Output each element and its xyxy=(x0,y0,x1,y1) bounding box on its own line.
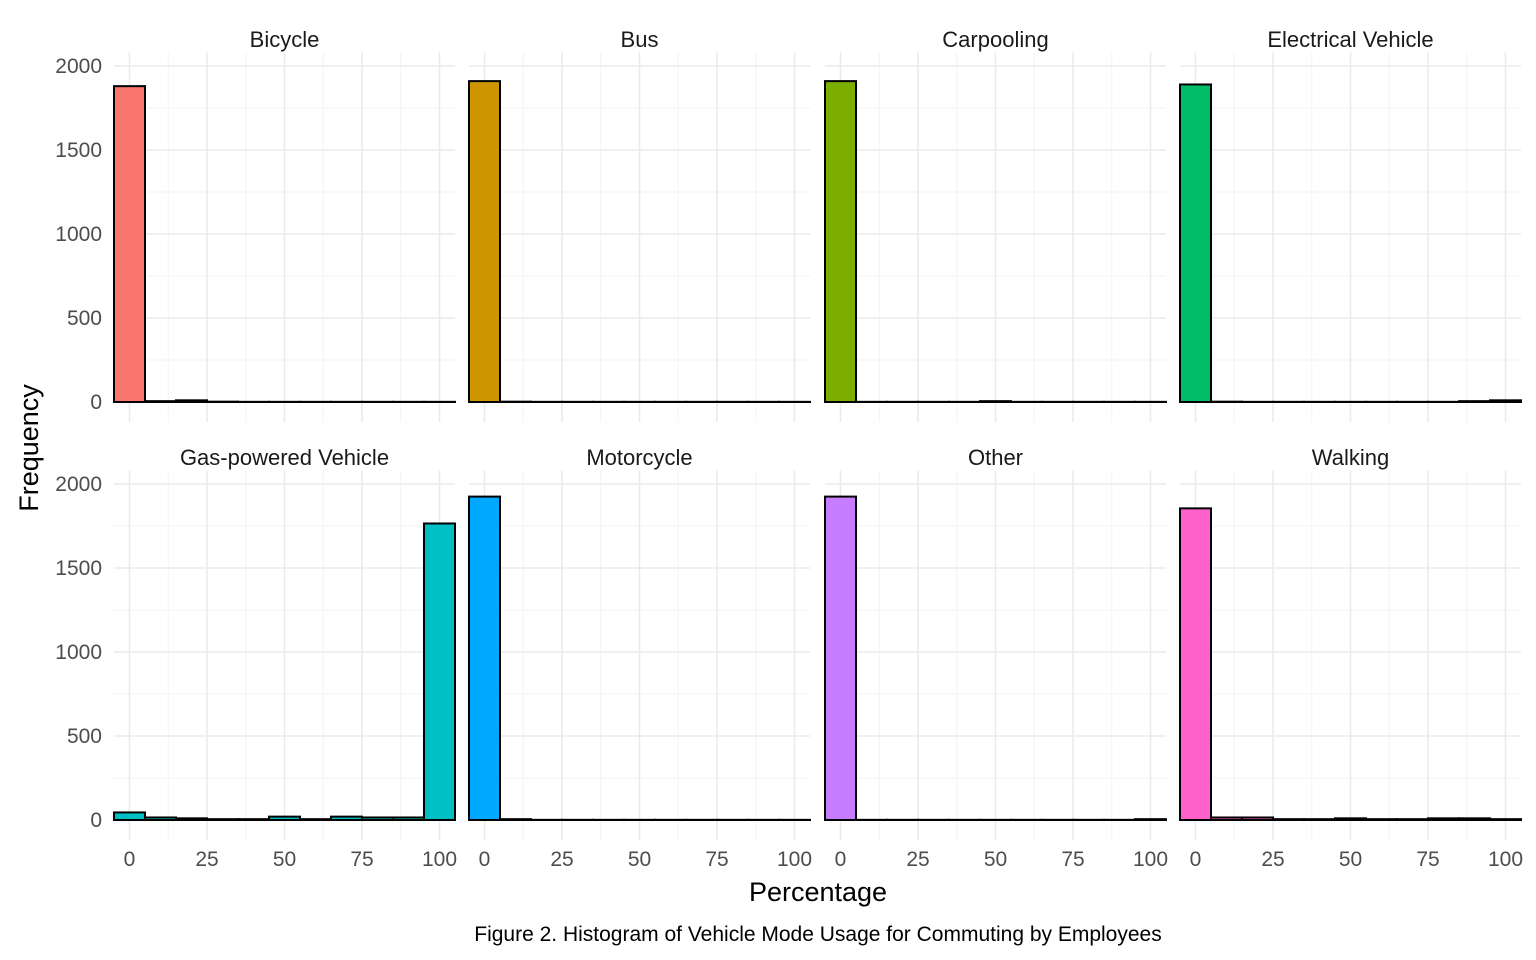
x-tick-label: 75 xyxy=(705,848,728,871)
histogram-bar xyxy=(144,816,177,821)
histogram-bar xyxy=(499,818,532,821)
x-tick-label: 25 xyxy=(550,848,573,871)
histogram-bar xyxy=(468,495,501,821)
x-tick-label: 25 xyxy=(195,848,218,871)
x-tick-label: 0 xyxy=(835,848,847,871)
histogram-bar xyxy=(1303,818,1336,821)
histogram-bar xyxy=(824,80,857,404)
histogram-bar xyxy=(1489,399,1522,404)
facet-panel: Walking 0 25 50 75 100 xyxy=(1179,445,1523,871)
histogram-bar xyxy=(1334,817,1367,822)
histogram-bar xyxy=(392,816,425,821)
histogram-bar xyxy=(206,818,239,821)
x-tick-label: 50 xyxy=(628,848,651,871)
x-tick-label: 0 xyxy=(479,848,491,871)
histogram-bar xyxy=(361,816,394,821)
x-tick-label: 75 xyxy=(350,848,373,871)
histogram-bar xyxy=(113,811,146,822)
histogram-bar xyxy=(299,818,332,821)
facet-panel: Bus xyxy=(468,27,811,422)
x-tick-label: 75 xyxy=(1061,848,1084,871)
x-tick-label: 25 xyxy=(906,848,929,871)
facet-panel: Gas-powered Vehicle 0 500 1000 1500 2000 0 25 50… xyxy=(55,445,457,871)
facet-title: Gas-powered Vehicle xyxy=(180,445,389,470)
facet-title: Other xyxy=(968,445,1023,470)
facet-panel: Other 0 25 50 75 100 xyxy=(824,445,1168,871)
x-tick-label: 75 xyxy=(1416,848,1439,871)
histogram-bar xyxy=(1179,507,1212,821)
figure-caption: Figure 2. Histogram of Vehicle Mode Usag… xyxy=(474,923,1161,946)
facet-title: Electrical Vehicle xyxy=(1267,27,1433,52)
x-tick-label: 0 xyxy=(124,848,136,871)
histogram-bar xyxy=(1134,818,1167,821)
x-tick-label: 25 xyxy=(1261,848,1284,871)
histogram-bar xyxy=(468,80,501,404)
facet-title: Bicycle xyxy=(250,27,320,52)
histogram-bar xyxy=(1179,83,1212,403)
y-axis-title: Frequency xyxy=(14,384,44,512)
x-tick-label: 100 xyxy=(1133,848,1168,871)
histogram-bar xyxy=(330,815,363,822)
histogram-bar xyxy=(268,815,301,822)
facet-panel: Motorcycle 0 25 50 75 100 xyxy=(468,445,812,871)
histogram-bar xyxy=(1272,818,1305,821)
facet-panel: Carpooling xyxy=(824,27,1167,422)
histogram-bar xyxy=(824,495,857,821)
histogram-bar xyxy=(1427,817,1460,822)
histogram-bar xyxy=(175,817,208,822)
histogram-bar xyxy=(1241,816,1274,821)
histogram-bar xyxy=(1489,818,1522,821)
y-tick-label: 2000 xyxy=(55,473,102,496)
histogram-bar xyxy=(144,400,177,404)
histogram-bar xyxy=(1458,817,1491,822)
facet-panel: Electrical Vehicle xyxy=(1179,27,1522,422)
y-tick-label: 0 xyxy=(90,809,102,832)
x-tick-label: 100 xyxy=(422,848,457,871)
y-tick-label: 500 xyxy=(67,725,102,748)
histogram-bar xyxy=(423,522,456,821)
histogram-bar xyxy=(175,399,208,404)
y-tick-label: 1500 xyxy=(55,139,102,162)
x-axis-title: Percentage xyxy=(749,877,887,907)
histogram-bar xyxy=(113,85,146,403)
facet-panel: Bicycle 0 500 1000 1500 2000 xyxy=(55,27,456,422)
y-tick-label: 0 xyxy=(90,391,102,414)
x-tick-label: 50 xyxy=(984,848,1007,871)
facet-title: Bus xyxy=(621,27,659,52)
histogram-bar xyxy=(1365,818,1398,821)
y-tick-label: 500 xyxy=(67,307,102,330)
x-tick-label: 100 xyxy=(777,848,812,871)
y-tick-label: 1500 xyxy=(55,557,102,580)
histogram-bar xyxy=(979,400,1012,404)
y-tick-label: 1000 xyxy=(55,641,102,664)
x-tick-label: 50 xyxy=(273,848,296,871)
histogram-bar xyxy=(1210,816,1243,821)
y-tick-label: 1000 xyxy=(55,223,102,246)
x-tick-label: 100 xyxy=(1488,848,1523,871)
y-tick-label: 2000 xyxy=(55,55,102,78)
histogram-bar xyxy=(1396,818,1429,821)
histogram-bar xyxy=(1458,400,1491,404)
x-tick-label: 0 xyxy=(1190,848,1202,871)
facet-title: Motorcycle xyxy=(586,445,692,470)
facet-title: Carpooling xyxy=(942,27,1048,52)
facet-title: Walking xyxy=(1312,445,1389,470)
histogram-bar xyxy=(237,818,270,821)
x-tick-label: 50 xyxy=(1339,848,1362,871)
